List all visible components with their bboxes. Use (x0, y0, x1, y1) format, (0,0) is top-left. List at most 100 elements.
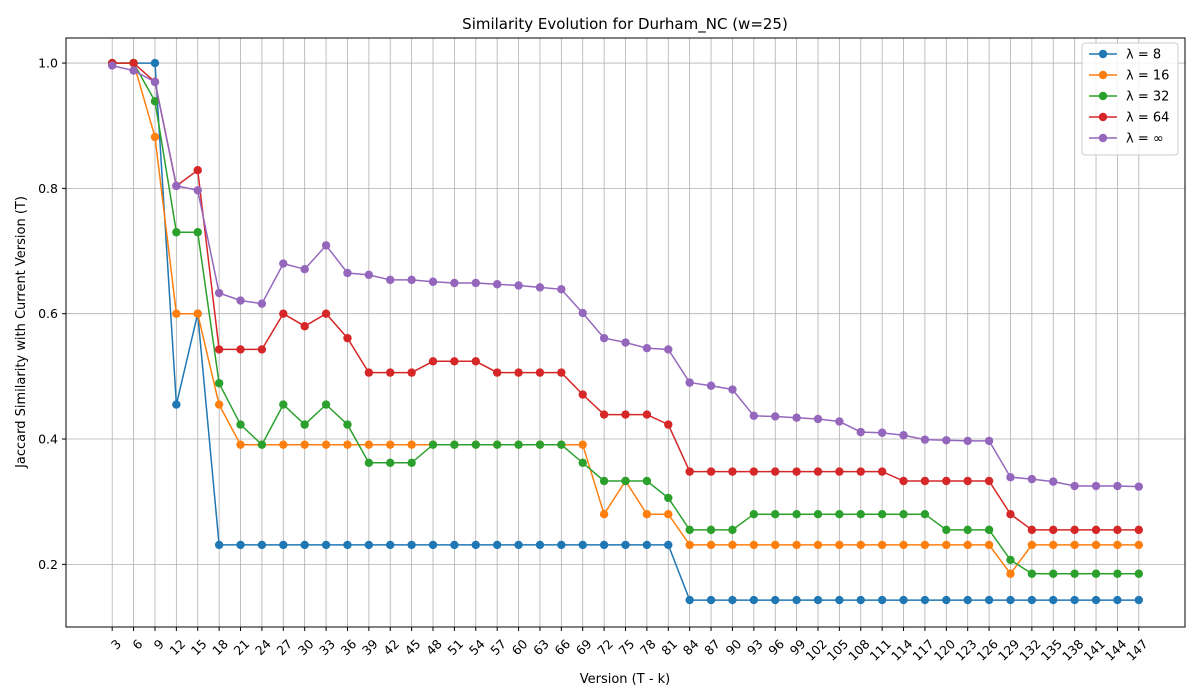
data-point (471, 357, 480, 366)
data-point (1049, 595, 1058, 605)
legend-item: λ = 16 (1089, 69, 1169, 84)
legend-item: λ = ∞ (1089, 132, 1164, 147)
data-point (214, 288, 224, 298)
series-5 (107, 61, 1144, 491)
data-point (236, 296, 245, 305)
legend-marker (1098, 112, 1108, 122)
data-point (664, 493, 673, 503)
data-point (1006, 595, 1015, 605)
data-point (728, 595, 737, 605)
data-point (899, 510, 908, 519)
legend-label: λ = ∞ (1126, 132, 1164, 147)
data-point (514, 281, 523, 290)
data-point (1113, 595, 1122, 605)
data-point (685, 378, 694, 387)
legend-marker (1098, 49, 1108, 59)
data-point (300, 322, 309, 331)
data-point (364, 458, 374, 468)
data-point (450, 278, 459, 288)
data-point (599, 540, 609, 550)
data-point (257, 540, 267, 550)
data-point (450, 357, 459, 366)
x-tick-label: 75 (616, 636, 638, 658)
data-point (813, 414, 823, 424)
data-point (535, 540, 545, 550)
x-tick-label: 48 (423, 636, 445, 658)
data-point (599, 510, 609, 519)
data-point (728, 467, 737, 476)
data-point (172, 181, 181, 191)
data-point (706, 595, 716, 605)
x-tick-label: 3 (108, 636, 124, 652)
legend-label: λ = 8 (1126, 48, 1161, 63)
x-tick-label: 21 (231, 636, 253, 658)
data-point (685, 525, 694, 535)
data-point (771, 412, 780, 421)
data-point (835, 540, 844, 550)
data-point (642, 410, 652, 419)
data-point (1091, 540, 1101, 550)
data-point (984, 595, 994, 605)
legend-label: λ = 32 (1126, 90, 1169, 105)
data-point (877, 467, 887, 476)
data-point (899, 476, 908, 486)
data-point (621, 476, 630, 486)
data-point (321, 440, 331, 449)
data-point (728, 540, 737, 550)
data-point (257, 440, 267, 449)
data-point (257, 299, 267, 308)
x-tick-label: 57 (487, 636, 509, 658)
legend-box (1081, 42, 1179, 156)
data-point (1070, 481, 1079, 491)
data-point (792, 413, 801, 422)
data-point (728, 525, 737, 535)
data-point (557, 440, 566, 449)
data-point (321, 309, 331, 318)
data-point (1091, 595, 1101, 605)
legend: λ = 8 λ = 16 λ = 32 λ = 64 λ = ∞ (1081, 42, 1179, 156)
data-point (920, 540, 930, 550)
x-tick-label: 60 (509, 636, 531, 658)
data-point (193, 309, 202, 318)
data-point (321, 241, 331, 250)
data-point (728, 385, 737, 394)
data-point (813, 595, 823, 605)
legend-marker (1098, 133, 1108, 143)
data-point (1134, 595, 1144, 605)
data-point (236, 420, 245, 429)
data-point (1113, 569, 1122, 578)
data-point (1006, 569, 1015, 578)
data-point (856, 595, 865, 605)
data-point (214, 540, 224, 550)
data-point (343, 333, 352, 343)
data-point (920, 595, 930, 605)
data-point (193, 166, 202, 175)
data-point (642, 510, 652, 519)
x-tick-label: 15 (188, 636, 210, 658)
series-layer (107, 58, 1144, 605)
x-tick-label: 81 (658, 636, 680, 658)
data-point (664, 420, 673, 429)
data-point (428, 440, 438, 449)
legend-label: λ = 64 (1126, 111, 1169, 126)
data-point (279, 259, 288, 268)
data-point (856, 467, 865, 476)
data-point (343, 268, 352, 278)
x-tick-label: 63 (530, 636, 552, 658)
data-point (578, 458, 587, 468)
data-point (621, 410, 630, 419)
data-point (107, 61, 117, 70)
data-point (150, 77, 160, 87)
data-point (236, 540, 245, 550)
data-point (300, 265, 309, 274)
data-point (300, 420, 309, 429)
data-point (321, 400, 331, 409)
y-tick-label: 0.8 (38, 181, 58, 196)
data-point (706, 540, 716, 550)
legend-label: λ = 16 (1126, 69, 1169, 84)
data-point (279, 400, 288, 409)
data-point (193, 228, 202, 237)
data-point (257, 345, 267, 354)
data-point (1113, 525, 1122, 535)
data-point (685, 595, 694, 605)
